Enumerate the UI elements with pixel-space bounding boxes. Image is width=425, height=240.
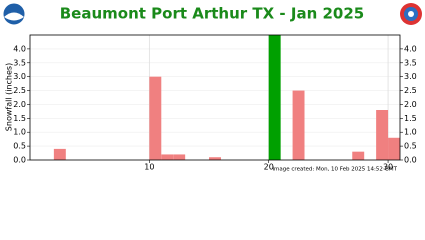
x-tick-label: 20 [264,163,274,172]
bar [292,90,305,160]
y2-tick-label: 3.5 [404,58,417,67]
bar [149,76,162,160]
y-tick-label: 3.0 [13,72,26,81]
nws-logo [400,3,422,25]
y2-tick-label: 0.0 [404,156,417,165]
bar [209,157,221,160]
y-tick-label: 0.5 [13,142,26,151]
y2-tick-label: 2.0 [404,100,417,109]
noaa-logo [2,2,26,26]
y2-tick-label: 1.5 [404,114,417,123]
y-axis-label: Snowfall (inches) [5,63,14,131]
bar [161,154,174,160]
y-tick-label: 3.5 [13,58,26,67]
y-tick-label: 2.5 [13,86,26,95]
y2-tick-label: 0.5 [404,142,417,151]
bar [388,137,400,160]
bar [53,148,66,160]
x-tick-label: 10 [144,163,154,172]
bar [376,110,389,160]
y-tick-label: 4.0 [13,44,26,53]
y2-tick-label: 3.0 [404,72,417,81]
footnote: Image created: Mon, 10 Feb 2025 14:52 GM… [272,167,397,173]
y-tick-label: 1.0 [13,128,26,137]
plot-area [30,35,400,160]
plot-frame [29,34,401,161]
y-tick-label: 1.5 [13,114,26,123]
chart: Beaumont Port Arthur TX - Jan 2025 Snowf… [2,2,422,173]
x-tick-label: 30 [383,163,393,172]
y2-tick-label: 1.0 [404,128,417,137]
bar [352,151,365,160]
bar [268,35,281,160]
y-tick-label: 2.0 [13,100,26,109]
chart-title: Beaumont Port Arthur TX - Jan 2025 [60,5,364,23]
y2-tick-label: 2.5 [404,86,417,95]
bar [173,154,186,160]
y2-tick-label: 4.0 [404,44,417,53]
y-tick-label: 0.0 [13,156,26,165]
